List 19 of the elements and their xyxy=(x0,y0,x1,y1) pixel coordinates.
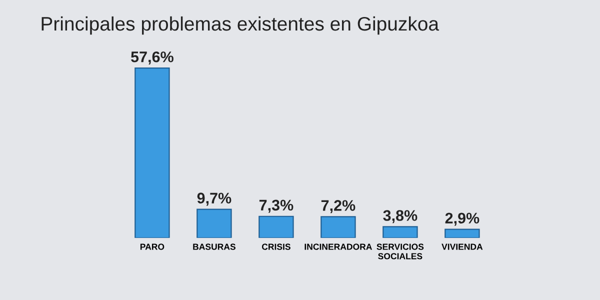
bar xyxy=(382,226,418,238)
bar xyxy=(320,216,356,238)
data-label: 9,7% xyxy=(197,192,232,206)
x-tick-label: PARO xyxy=(140,244,164,250)
x-tick-label: BASURAS xyxy=(193,244,236,250)
bar xyxy=(258,216,294,238)
data-label: 7,2% xyxy=(321,200,356,214)
bar xyxy=(196,208,232,238)
data-label: 7,3% xyxy=(259,200,294,213)
data-label: 2,9% xyxy=(445,212,480,226)
data-label: 3,8% xyxy=(383,210,418,224)
x-tick-label: INCINERADORA xyxy=(304,244,372,250)
bar xyxy=(444,228,480,238)
x-tick-label: VIVIENDA xyxy=(442,244,483,250)
x-tick-label: SERVICIOS SOCIALES xyxy=(376,244,424,260)
data-label: 57,6% xyxy=(131,51,174,65)
x-tick-label: CRISIS xyxy=(262,244,290,250)
chart-title: Principales problemas existentes en Gipuzkoa xyxy=(42,16,440,35)
bar xyxy=(134,68,170,238)
